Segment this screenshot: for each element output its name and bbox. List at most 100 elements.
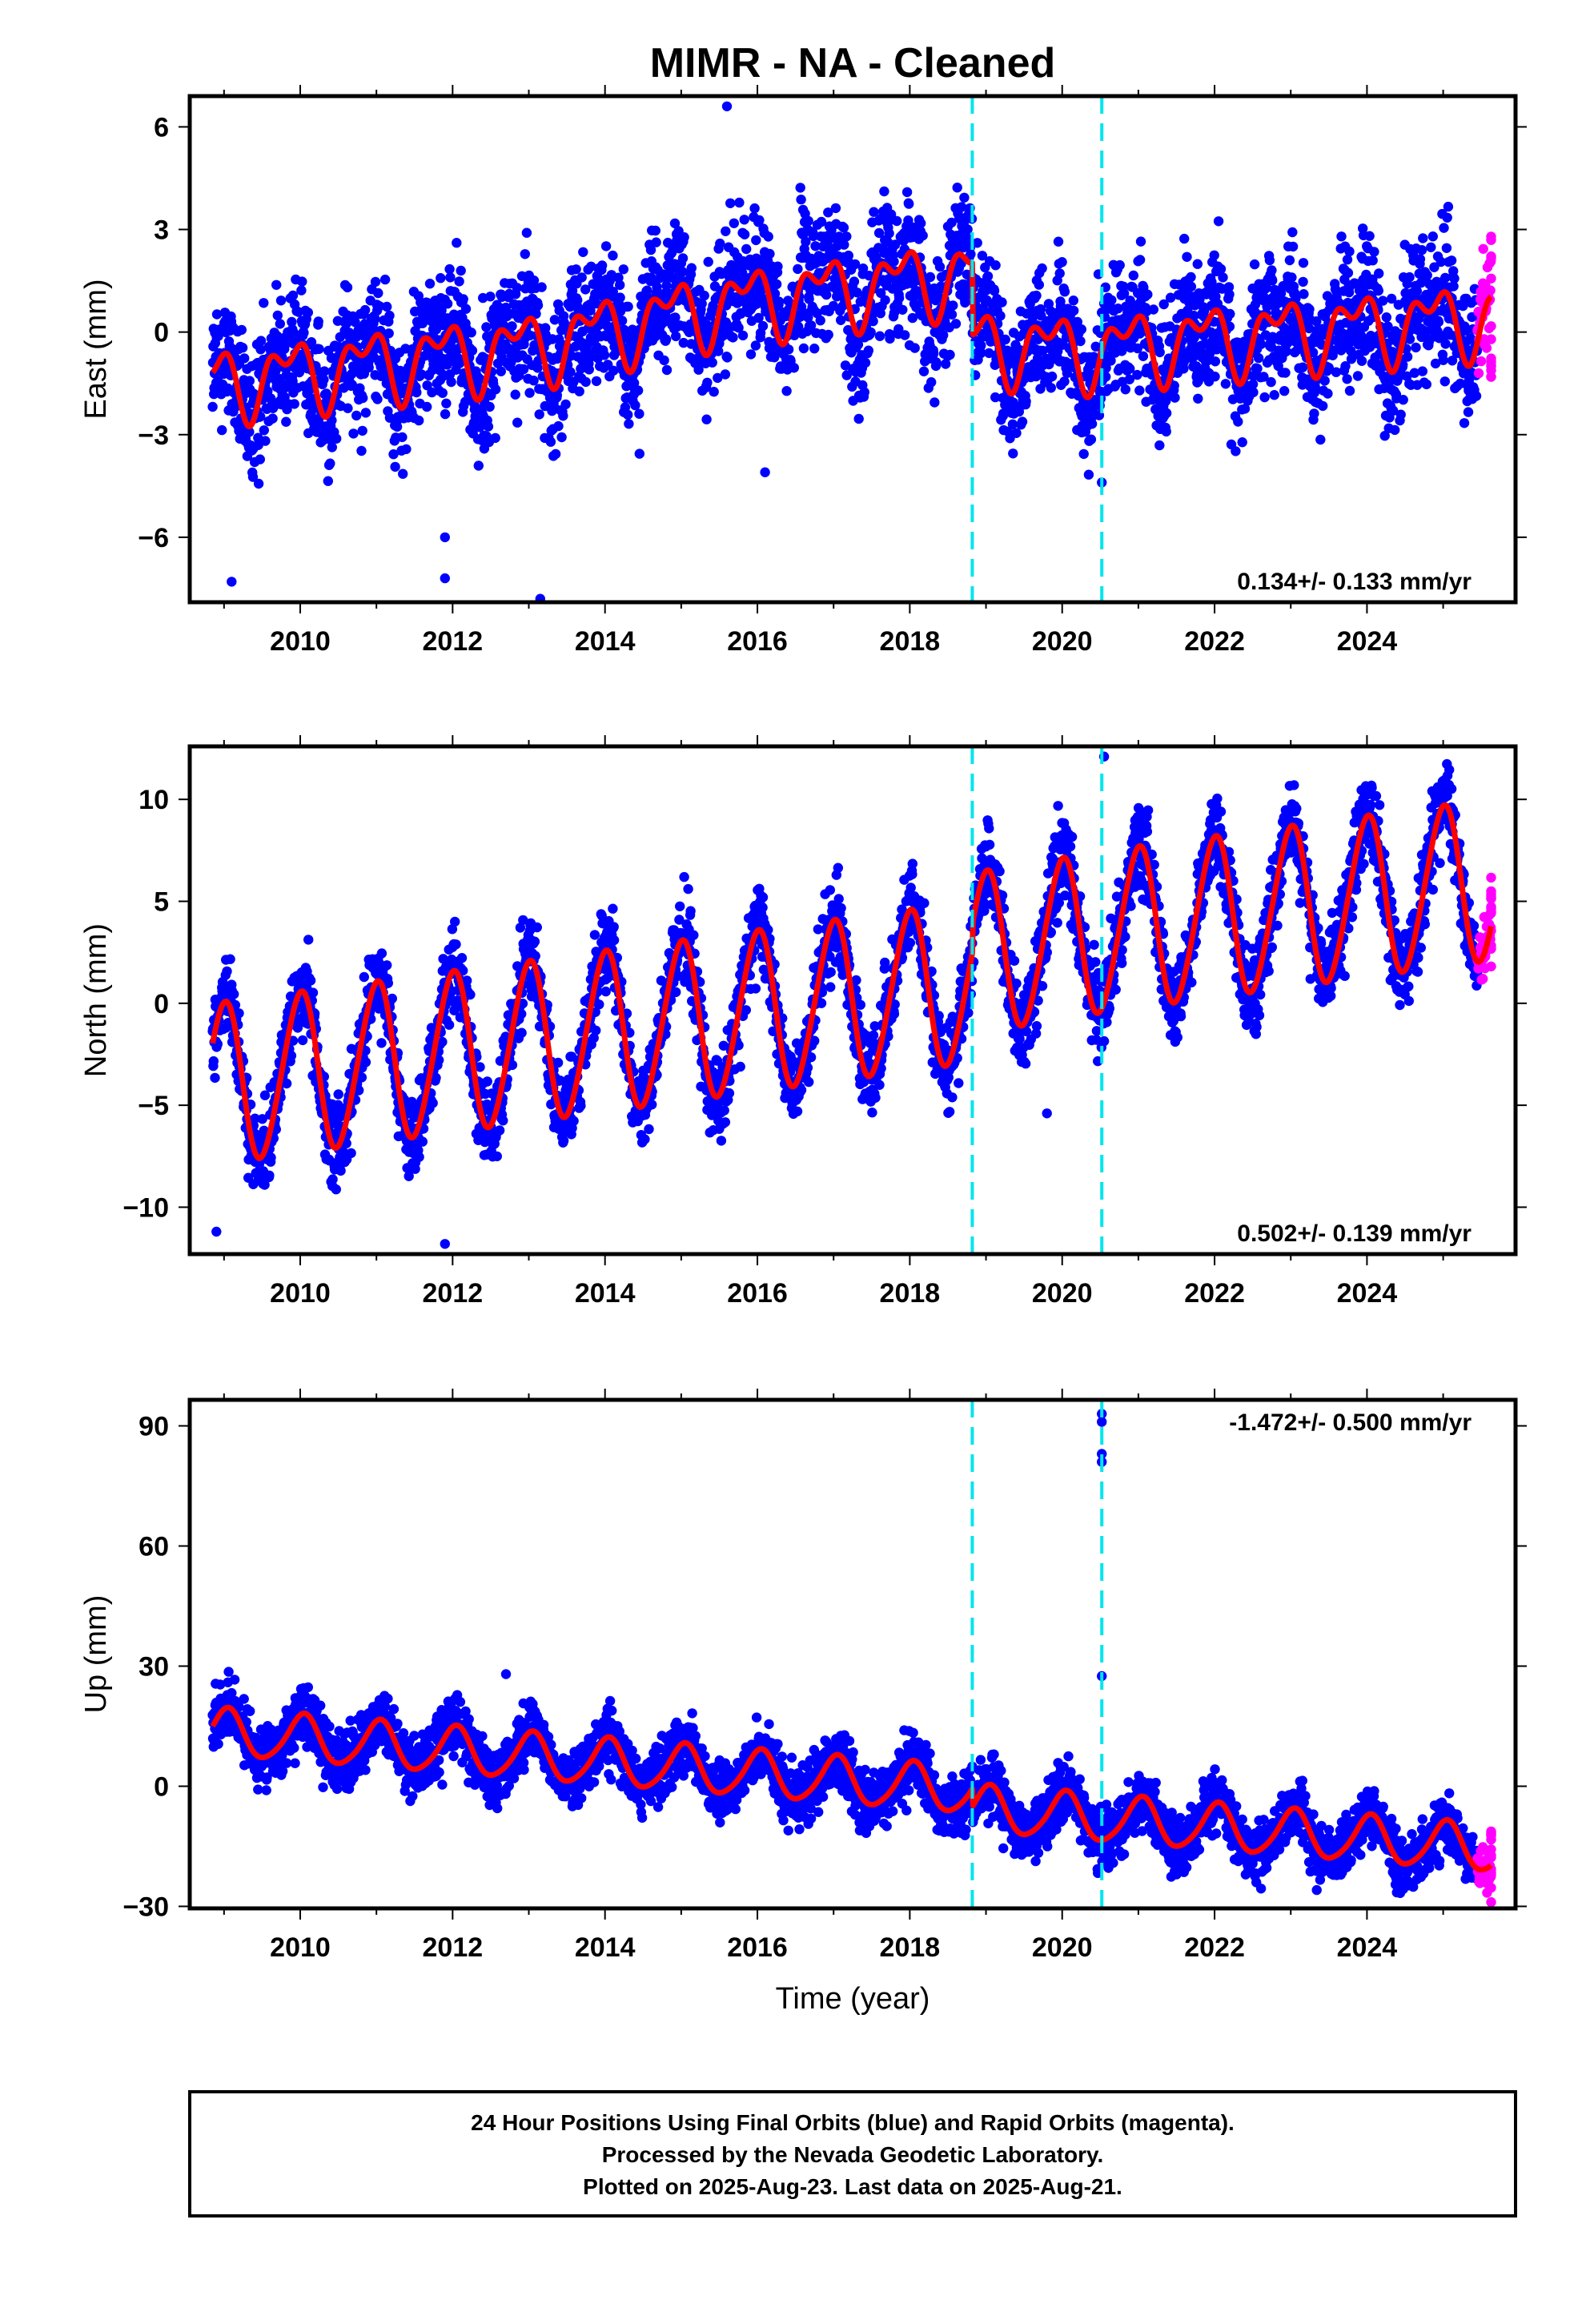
data-point (259, 298, 269, 308)
data-point (1186, 271, 1196, 283)
data-point (950, 319, 962, 329)
data-point (451, 939, 461, 950)
data-point (1367, 255, 1378, 266)
data-point (934, 261, 946, 272)
data-point (1429, 262, 1439, 272)
data-point (1448, 281, 1459, 292)
data-point (460, 304, 472, 314)
data-point (1284, 255, 1295, 266)
data-point (1132, 343, 1143, 354)
data-point (989, 286, 1000, 296)
data-point (1343, 267, 1354, 278)
data-point (1373, 285, 1384, 296)
rapid-data-point (1486, 321, 1496, 332)
data-point (995, 311, 1006, 321)
data-point (458, 294, 468, 304)
data-point (1281, 346, 1291, 356)
data-point (1280, 368, 1291, 378)
data-point (853, 413, 864, 424)
data-point (1231, 446, 1241, 456)
data-point (734, 197, 745, 208)
rapid-data-point (1486, 356, 1496, 368)
data-point (1223, 282, 1235, 292)
data-point (642, 285, 652, 296)
data-point (382, 960, 392, 971)
data-point (456, 265, 466, 276)
data-point (600, 241, 612, 251)
data-point (803, 215, 813, 227)
data-point (1427, 231, 1439, 242)
north-plot-content (207, 746, 1496, 1254)
data-point (550, 448, 561, 460)
data-point (865, 327, 876, 338)
data-point (1287, 241, 1299, 252)
data-point (618, 264, 628, 275)
data-point (783, 344, 794, 355)
data-point (351, 410, 362, 421)
data-point (839, 239, 849, 250)
data-point (520, 249, 530, 259)
data-point (1046, 383, 1057, 393)
data-point (341, 318, 351, 329)
data-point (1161, 408, 1172, 419)
data-point (781, 386, 792, 396)
x-tick-label: 2020 (1032, 1278, 1093, 1309)
data-point (441, 398, 452, 408)
data-point (962, 224, 973, 235)
data-point (880, 295, 890, 305)
data-point (917, 230, 928, 241)
data-point (565, 367, 576, 377)
data-point (372, 394, 383, 404)
data-point (1031, 290, 1042, 301)
data-point (815, 316, 825, 326)
data-point (1440, 272, 1451, 283)
data-point (1388, 405, 1399, 416)
data-point (677, 253, 689, 263)
data-point (253, 478, 264, 489)
data-point (615, 292, 625, 303)
data-point (765, 248, 775, 259)
data-point (1471, 391, 1482, 401)
data-point (751, 235, 761, 246)
data-point (1409, 368, 1420, 378)
data-point (1447, 356, 1458, 366)
data-point (753, 312, 764, 324)
data-point (1398, 395, 1408, 405)
data-point (1178, 364, 1189, 374)
data-point (1298, 362, 1308, 372)
data-point (1342, 255, 1353, 265)
data-point (341, 1138, 351, 1148)
data-point (1344, 385, 1355, 396)
data-point (584, 352, 596, 363)
data-point (1179, 233, 1190, 244)
data-point (208, 1055, 219, 1067)
data-point (398, 468, 408, 479)
data-point (722, 352, 733, 363)
x-tick-label: 2024 (1337, 626, 1398, 657)
data-point (376, 1038, 387, 1048)
data-point (229, 989, 239, 999)
data-point (1402, 371, 1412, 381)
data-point (303, 935, 314, 945)
data-point (1395, 409, 1406, 420)
data-point (1125, 364, 1135, 374)
data-point (397, 432, 408, 443)
data-point (454, 276, 464, 287)
y-tick-label: 0 (154, 989, 169, 1019)
data-point (1443, 201, 1454, 212)
data-point (1210, 356, 1221, 367)
data-point (247, 472, 259, 482)
data-point (893, 293, 905, 304)
data-point (1442, 212, 1452, 223)
data-point (966, 249, 976, 259)
data-point (1161, 426, 1171, 437)
data-point (707, 357, 717, 368)
data-point (556, 432, 567, 443)
data-point (907, 312, 918, 324)
data-point (926, 377, 937, 388)
data-point (624, 419, 634, 429)
data-point (467, 345, 478, 356)
data-point (720, 369, 731, 380)
data-point (422, 380, 432, 391)
data-point (1435, 256, 1447, 267)
